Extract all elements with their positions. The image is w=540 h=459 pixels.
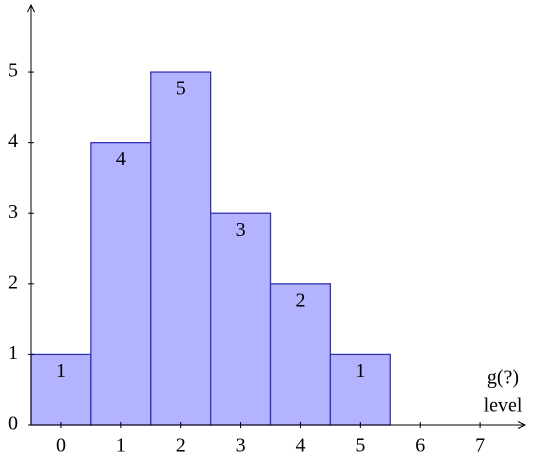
x-tick-label: 1 [116, 435, 126, 457]
x-tick-label: 5 [355, 435, 365, 457]
x-axis-arrow [517, 421, 527, 429]
x-axis-label: level [484, 395, 523, 417]
y-tick-label: 1 [8, 342, 18, 364]
x-tick-label: 6 [415, 435, 425, 457]
data-label: 5 [176, 78, 186, 100]
x-tick-label: 4 [295, 435, 305, 457]
y-tick-label: 4 [8, 130, 18, 152]
y-tick-label: 3 [8, 201, 18, 223]
x-axis-label: g(?) [487, 367, 519, 389]
x-tick-label: 7 [475, 435, 485, 457]
x-tick-label: 2 [176, 435, 186, 457]
bar [269, 283, 332, 426]
y-tick-label: 2 [8, 271, 18, 293]
data-label: 1 [56, 360, 66, 382]
x-tick-label: 0 [56, 435, 66, 457]
bar [209, 212, 272, 426]
bar [30, 353, 92, 426]
data-label: 4 [116, 148, 126, 170]
y-tick-label: 0 [8, 413, 18, 435]
bar [150, 71, 212, 426]
y-axis-arrow [27, 3, 35, 13]
x-tick-label: 3 [236, 435, 246, 457]
bar [329, 353, 391, 426]
bar [90, 141, 152, 426]
data-label: 1 [355, 360, 365, 382]
data-label: 2 [295, 289, 305, 311]
y-tick-label: 5 [8, 60, 18, 82]
data-label: 3 [236, 219, 246, 241]
